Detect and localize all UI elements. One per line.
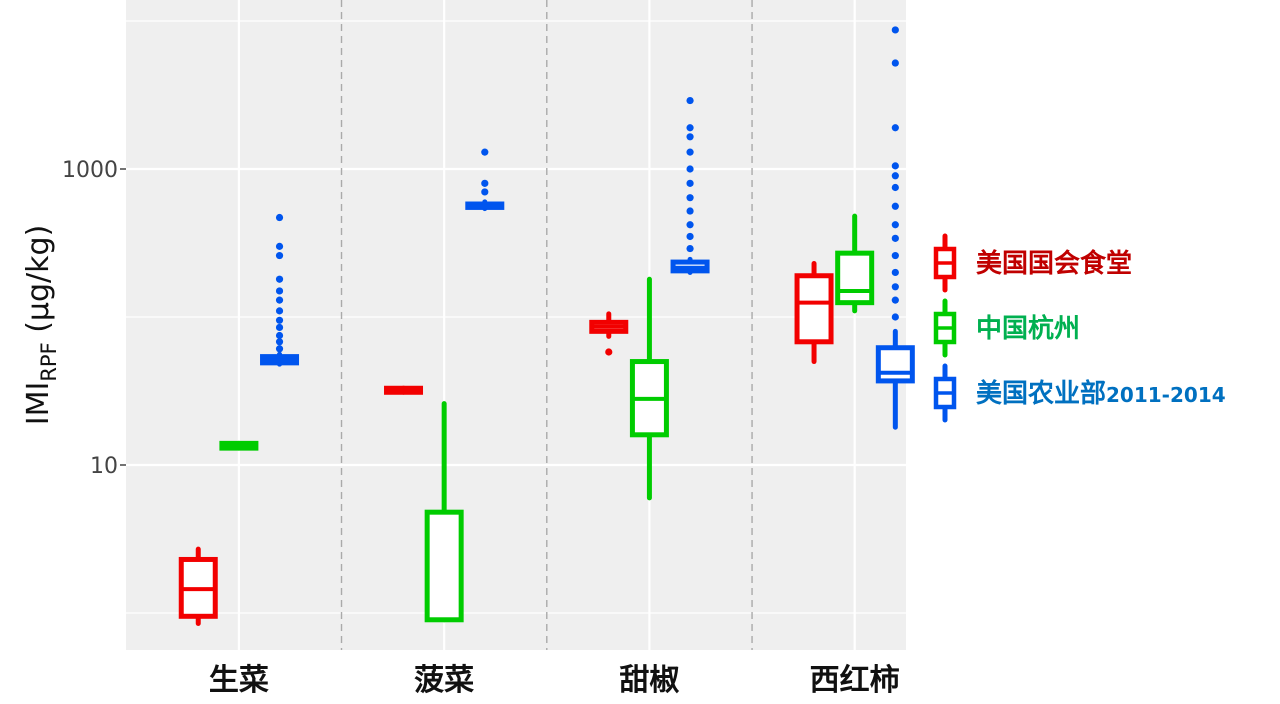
box-iqr — [875, 345, 915, 384]
legend-item: 美国国会食堂 — [933, 233, 1132, 293]
y-tick-label: 1000 — [62, 158, 118, 183]
outlier-point — [275, 307, 284, 315]
x-category-label: 西红柿 — [810, 663, 900, 698]
legend-label: 美国农业部2011-2014 — [976, 378, 1226, 409]
outlier-point — [275, 287, 284, 295]
outlier-point — [891, 183, 899, 192]
outlier-point — [891, 234, 899, 242]
outlier-point — [275, 296, 284, 304]
outlier-point — [481, 148, 489, 156]
y-axis-label-main: IMI — [21, 382, 56, 426]
outlier-point — [686, 244, 694, 253]
box-1-3 — [835, 213, 875, 314]
box-0-1 — [384, 385, 424, 395]
x-category-label: 菠菜 — [414, 663, 474, 698]
major-gridlines — [126, 0, 906, 650]
minor-gridlines — [126, 20, 906, 614]
outlier-point — [891, 283, 899, 291]
outlier-point — [275, 345, 284, 353]
y-axis-ticks: 10 1000 — [62, 158, 126, 479]
outlier-point — [891, 162, 899, 170]
box-1-1 — [424, 401, 464, 623]
legend-item: 美国农业部2011-2014 — [933, 363, 1226, 423]
outlier-point — [275, 242, 284, 250]
box-2-0 — [260, 213, 300, 367]
box-0-3 — [794, 260, 834, 365]
x-category-label: 甜椒 — [619, 663, 679, 698]
category-separators — [340, 0, 753, 650]
legend-label: 中国杭州 — [976, 313, 1080, 344]
outlier-point — [605, 348, 613, 356]
box-series — [178, 26, 915, 626]
box-iqr — [794, 273, 834, 345]
outlier-point — [686, 96, 694, 105]
outlier-point — [686, 124, 694, 132]
outlier-point — [275, 213, 284, 222]
box-1-0 — [219, 440, 259, 451]
box-iqr — [424, 509, 464, 623]
y-axis-label-sub: RPF — [37, 342, 61, 381]
outlier-point — [481, 179, 489, 187]
outlier-point — [686, 148, 694, 156]
x-axis-category-labels: 生菜 菠菜 甜椒 西红柿 — [209, 663, 900, 698]
y-tick-label: 10 — [90, 454, 118, 479]
outlier-point — [275, 316, 284, 324]
y-axis-label: IMIRPF (μg/kg) — [21, 225, 61, 426]
outlier-point — [686, 165, 694, 173]
box-0-2 — [589, 311, 629, 356]
outlier-point — [275, 251, 284, 260]
legend-label: 美国国会食堂 — [976, 248, 1132, 279]
outlier-point — [686, 179, 694, 187]
outlier-point — [891, 268, 899, 277]
legend-label-suffix: 2011-2014 — [1106, 383, 1226, 407]
outlier-point — [891, 59, 899, 67]
box-2-1 — [465, 148, 505, 212]
outlier-point — [891, 172, 899, 180]
box-1-2 — [629, 276, 669, 501]
outlier-point — [275, 323, 284, 332]
outlier-point — [275, 338, 284, 346]
outlier-point — [686, 133, 694, 141]
box-2-3 — [875, 26, 915, 430]
outlier-point — [891, 124, 899, 132]
outlier-point — [891, 313, 899, 321]
outlier-point — [275, 275, 284, 283]
outlier-point — [686, 221, 694, 229]
y-axis-label-unit: (μg/kg) — [21, 225, 56, 343]
outlier-point — [891, 296, 899, 304]
outlier-point — [686, 207, 694, 215]
box-2-2 — [670, 96, 710, 275]
box-iqr — [835, 250, 875, 306]
outlier-point — [891, 251, 899, 260]
outlier-point — [275, 331, 284, 340]
outlier-point — [891, 221, 899, 229]
outlier-point — [481, 188, 489, 196]
outlier-point — [686, 194, 694, 202]
outlier-point — [686, 232, 694, 241]
outlier-point — [891, 26, 899, 34]
box-0-0 — [178, 546, 218, 626]
x-category-label: 生菜 — [209, 663, 269, 698]
plot-panel — [126, 0, 906, 650]
legend-item: 中国杭州 — [933, 298, 1080, 358]
outlier-point — [891, 202, 899, 210]
